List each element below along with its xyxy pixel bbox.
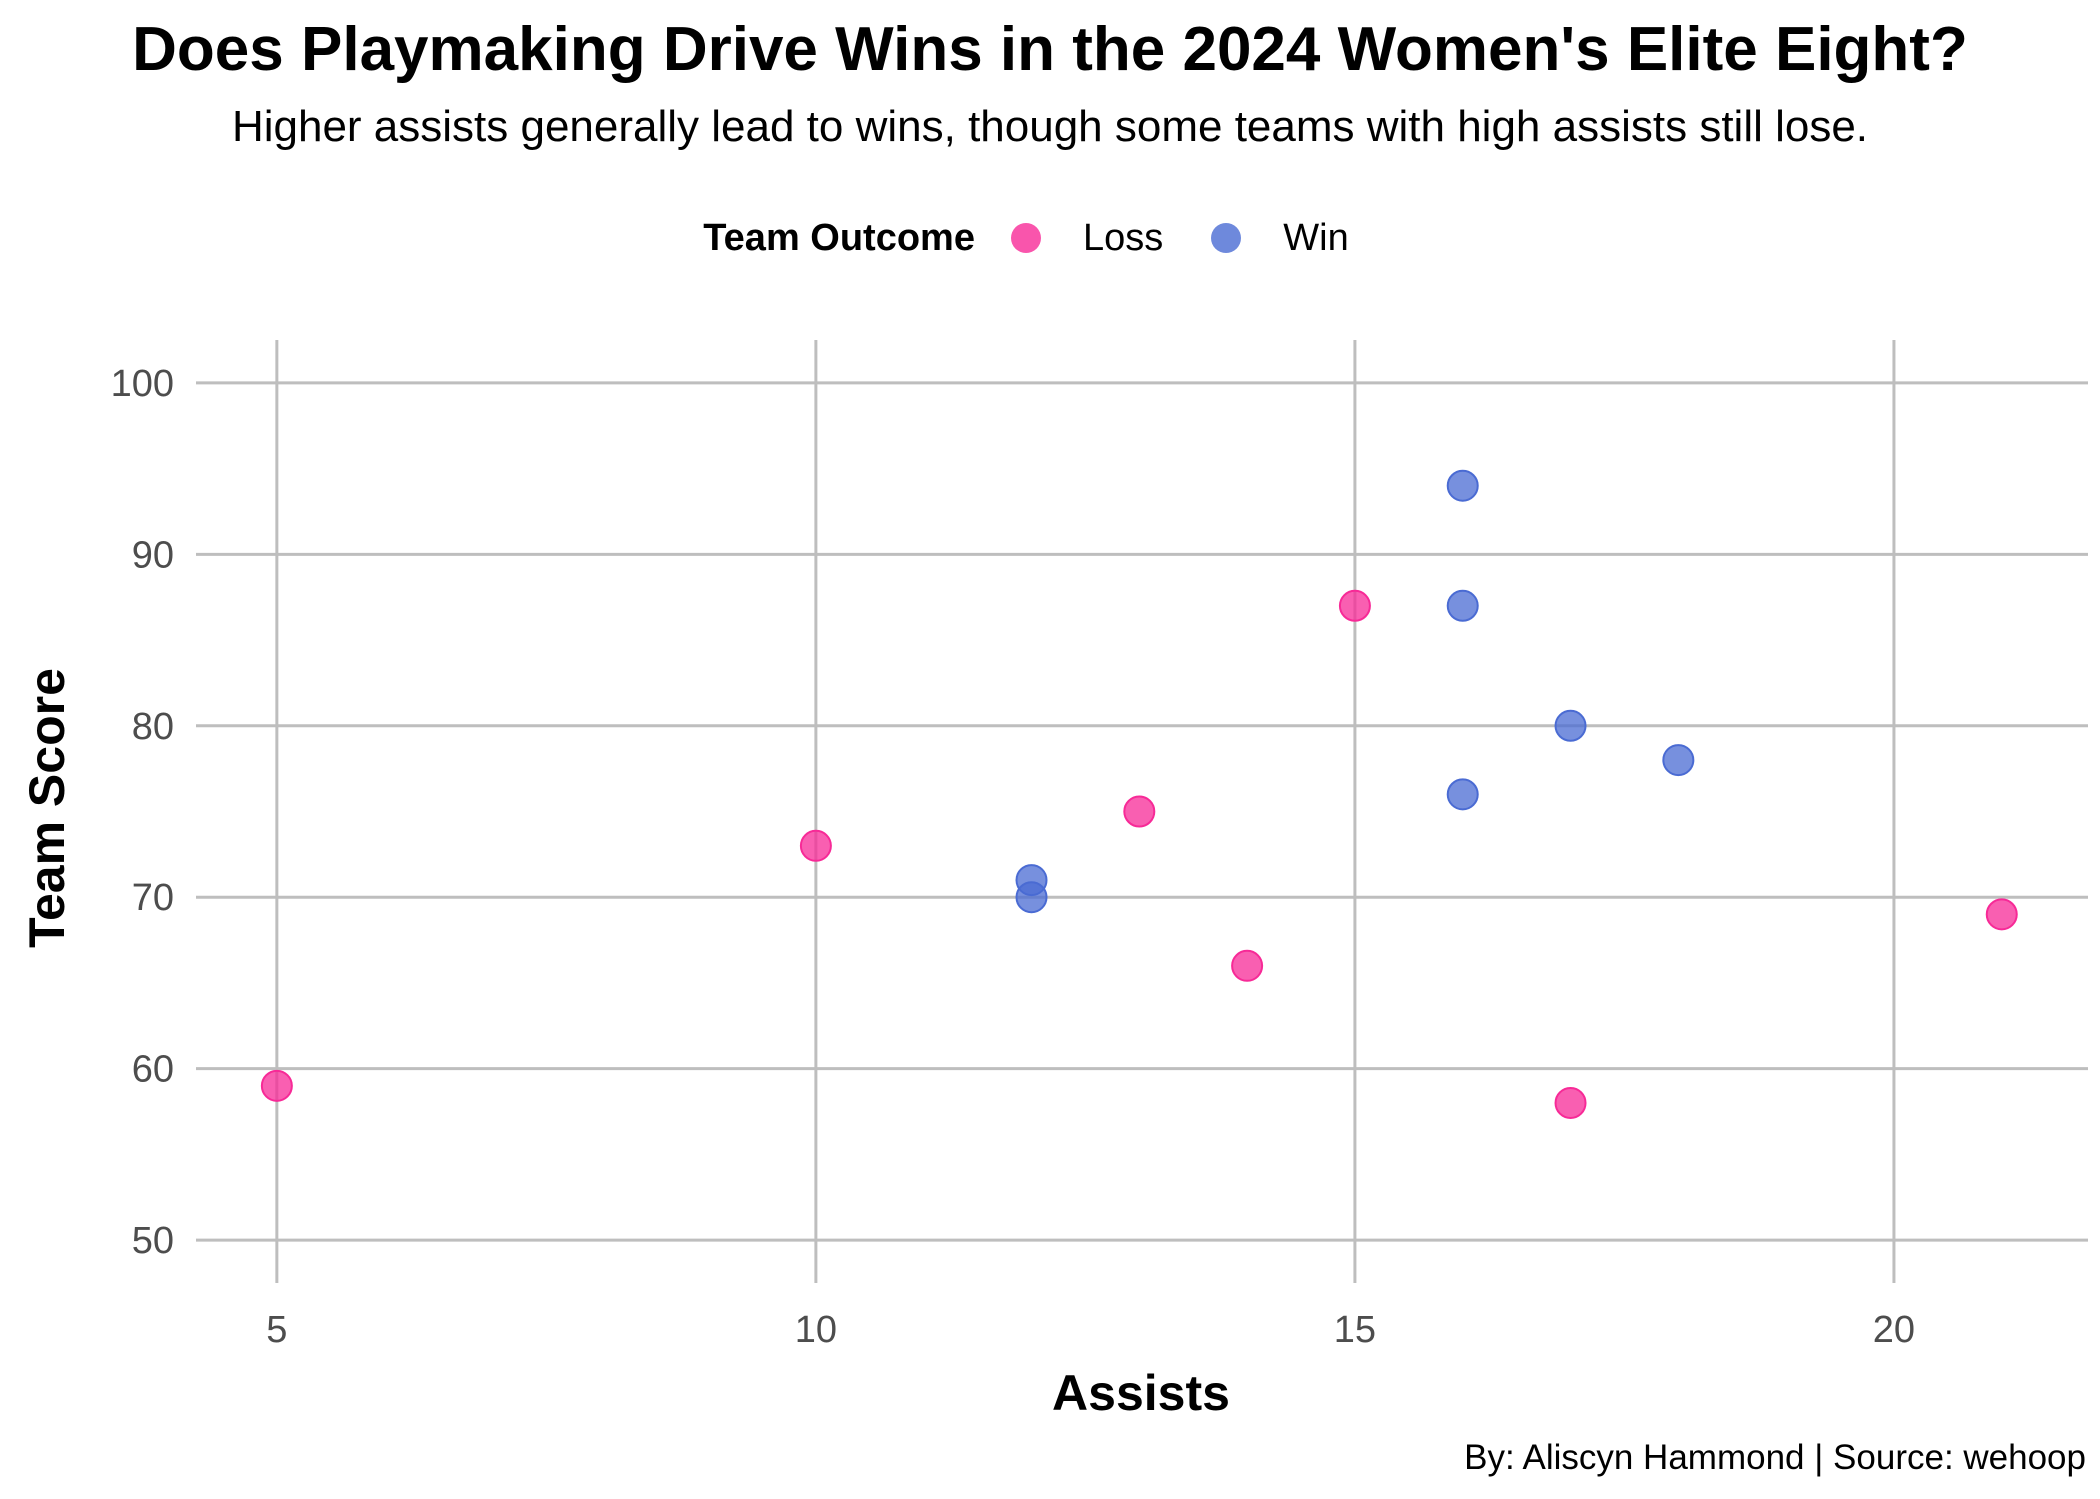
legend-label-loss: Loss bbox=[1082, 216, 1164, 259]
legend-item-loss: Loss bbox=[1010, 216, 1164, 260]
gridlines bbox=[196, 340, 2088, 1283]
chart-subtitle: Higher assists generally lead to wins, t… bbox=[231, 102, 1869, 151]
legend: Team Outcome Loss Win bbox=[0, 210, 2100, 266]
tick-labels: 50 60 70 80 90 100 5 10 15 20 bbox=[111, 363, 1915, 1351]
y-tick-label: 90 bbox=[132, 534, 174, 576]
data-points bbox=[260, 469, 2018, 1119]
legend-key-win bbox=[1211, 223, 1242, 253]
chart-caption: By: Aliscyn Hammond | Source: wehoop bbox=[1464, 1438, 2086, 1477]
point-loss bbox=[1231, 949, 1264, 982]
point-loss bbox=[1554, 1086, 1587, 1119]
x-tick-label: 5 bbox=[266, 1309, 287, 1351]
point-win bbox=[1662, 744, 1695, 777]
legend-key-loss bbox=[1010, 223, 1041, 253]
x-tick-label: 15 bbox=[1334, 1309, 1376, 1351]
chart-title: Does Playmaking Drive Wins in the 2024 W… bbox=[132, 15, 1968, 84]
point-win bbox=[1554, 709, 1587, 742]
y-tick-label: 60 bbox=[132, 1049, 174, 1091]
x-tick-label: 10 bbox=[795, 1309, 837, 1351]
y-tick-label: 70 bbox=[132, 877, 174, 919]
y-tick-label: 80 bbox=[132, 706, 174, 748]
y-tick-label: 50 bbox=[132, 1220, 174, 1262]
point-win bbox=[1446, 469, 1479, 502]
point-win bbox=[1446, 778, 1479, 811]
point-win bbox=[1446, 589, 1479, 622]
x-tick-label: 20 bbox=[1873, 1309, 1915, 1351]
point-loss bbox=[1338, 589, 1371, 622]
point-win bbox=[1015, 881, 1048, 914]
x-axis-title: Assists bbox=[1052, 1365, 1230, 1421]
y-axis-title: Team Score bbox=[19, 668, 75, 948]
point-loss bbox=[1123, 795, 1156, 828]
point-loss bbox=[1985, 898, 2018, 931]
y-tick-label: 100 bbox=[111, 363, 174, 405]
legend-title: Team Outcome bbox=[703, 216, 975, 259]
legend-item-win: Win bbox=[1211, 216, 1349, 260]
legend-label-win: Win bbox=[1283, 216, 1349, 259]
point-loss bbox=[799, 829, 832, 862]
point-loss bbox=[260, 1069, 293, 1102]
